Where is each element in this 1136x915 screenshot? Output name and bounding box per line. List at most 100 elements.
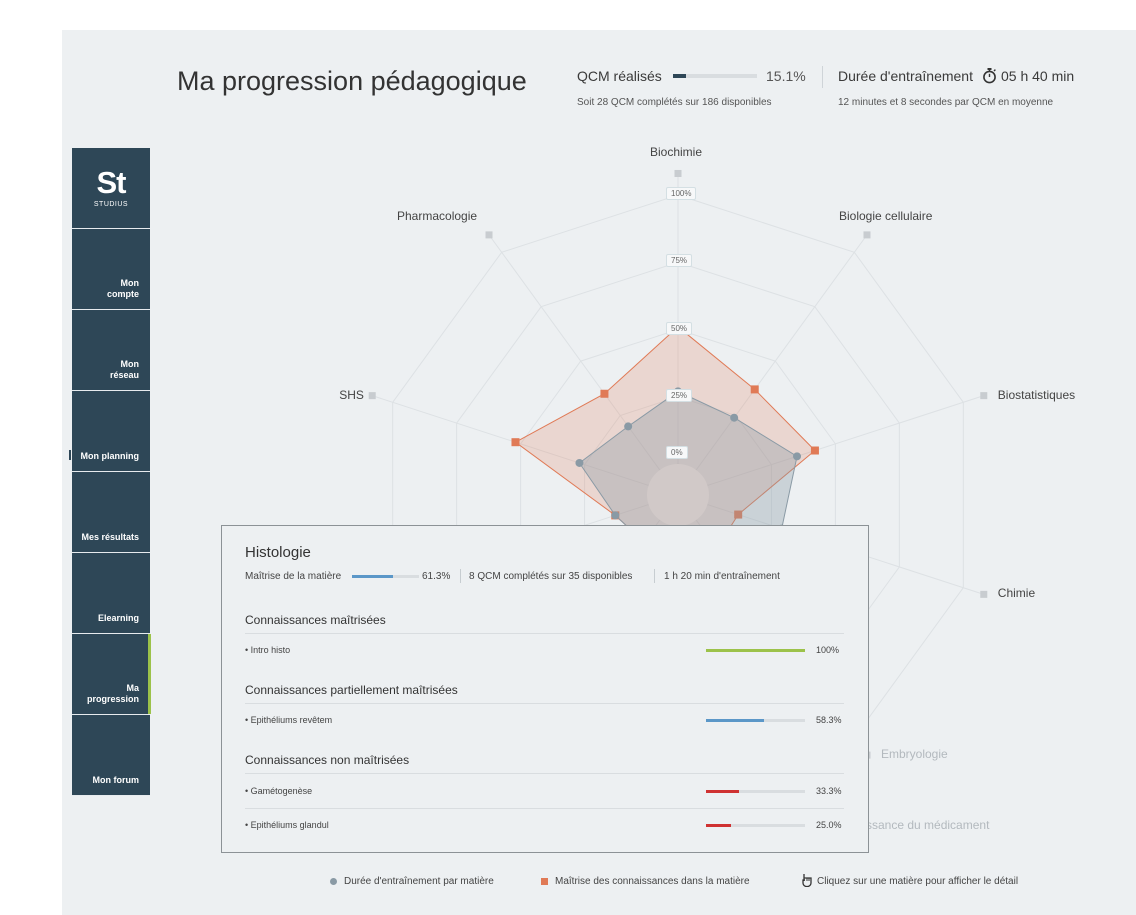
ring-label: 0% [666,446,688,459]
axis-label-biochimie[interactable]: Biochimie [650,145,703,160]
legend-label: Maîtrise des connaissances dans la matiè… [555,876,750,887]
bar-fill [706,719,764,722]
axis-marker [980,590,988,598]
knowledge-row-value: 58.3% [816,715,842,725]
sidebar-tick [69,450,71,460]
legend-label: Cliquez sur une matière pour afficher le… [817,876,1019,888]
sidebar-item-label: Mon forum [92,775,140,785]
sidebar: St STUDIUS Mon compte Mon réseau Mon pla… [69,148,151,796]
panel-title: Histologie [245,544,311,561]
meta-divider [654,569,655,583]
meta-divider [460,569,461,583]
ring-label: 50% [666,321,693,335]
axis-marker [674,169,682,177]
radar-spoke [695,234,868,471]
legend-dot-icon [330,877,337,885]
header-divider [822,66,823,88]
knowledge-row-value: 33.3% [816,786,842,796]
legend-hint: Cliquez sur une matière pour afficher le… [801,873,1018,890]
knowledge-row-bar [706,790,805,793]
radar-spoke [488,234,661,471]
duration-data-point [793,452,802,461]
ring-label: 100% [666,187,697,200]
duration-data-point [575,458,584,467]
sidebar-item-ma-progression[interactable]: Ma progression [72,634,151,715]
qcm-progress-bar [673,74,757,78]
mastery-data-point [511,438,520,447]
section-divider [245,633,844,634]
section-not-mastered-heading: Connaissances non maîtrisées [245,753,410,767]
radar-spoke [707,395,984,486]
sidebar-item-mon-compte[interactable]: Mon compte [72,229,150,310]
knowledge-row-label: • Intro histo [245,645,291,655]
sidebar-item-label: Mes résultats [81,532,139,542]
section-divider [245,703,844,704]
qcm-completed: 8 QCM complétés sur 35 disponibles [469,571,633,582]
axis-label-pharmacologie[interactable]: Pharmacologie [397,208,478,223]
axis-label-biostatistiques[interactable]: Biostatistiques [997,387,1076,402]
axis-marker [863,231,871,239]
axis-marker [368,392,376,400]
legend-mastery: Maîtrise des connaissances dans la matiè… [541,876,750,887]
duration-data-point [611,511,620,520]
ring-label: 25% [666,388,693,402]
bar-fill [706,649,805,652]
axis-label-biologie-cellulaire[interactable]: Biologie cellulaire [838,208,933,223]
sidebar-item-mon-forum[interactable]: Mon forum [72,715,150,796]
studius-logo[interactable]: St STUDIUS [72,148,150,229]
ring-label: 75% [666,254,693,268]
sidebar-item-label: Mon compte [106,278,139,299]
bar-fill [706,824,731,827]
radar-spoke [372,395,649,486]
logo-text: STUDIUS [93,201,129,208]
axis-label-initiation-la-connaissance-du-m-dicament[interactable]: ssance du médicament [866,818,990,832]
axis-marker [485,231,493,239]
knowledge-row-label: • Gamétogenèse [245,786,313,796]
legend-duration: Durée d'entraînement par matière [330,876,494,887]
section-divider [245,773,844,774]
mastery-value: 61.3% [422,571,451,582]
logo-mark: St [96,165,127,200]
bar-fill [706,790,739,793]
mastery-data-point [734,510,743,519]
knowledge-row-value: 25.0% [816,820,842,830]
knowledge-row-bar [706,649,805,652]
training-duration-label: Durée d'entraînement [838,68,973,84]
sidebar-item-mon-planning[interactable]: Mon planning [72,391,150,472]
knowledge-row-value: 100% [816,645,840,655]
qcm-progress-subtext: Soit 28 QCM complétés sur 186 disponible… [577,97,772,108]
mastery-data-point [810,446,819,455]
legend-square-icon [541,877,548,885]
axis-label-chimie[interactable]: Chimie [997,586,1036,601]
sidebar-item-label: Ma progression [86,683,139,704]
axis-label-shs[interactable]: SHS [339,387,364,402]
qcm-progress-value: 15.1% [766,68,806,84]
duration-data-point [624,422,633,431]
training-time: 1 h 20 min d'entraînement [664,571,780,582]
sidebar-item-elearning[interactable]: Elearning [72,553,150,634]
knowledge-row-label: • Epithéliums glandul [245,820,329,830]
section-mastered-heading: Connaissances maîtrisées [245,613,386,627]
sidebar-item-mon-reseau[interactable]: Mon réseau [72,310,150,391]
sidebar-item-label: Mon réseau [109,359,139,380]
mastery-data-point [750,385,759,394]
mastery-label: Maîtrise de la matière [245,571,342,582]
sidebar-item-mes-resultats[interactable]: Mes résultats [72,472,150,553]
knowledge-row-bar [706,719,805,722]
sidebar-item-label: Elearning [97,613,139,623]
knowledge-row-label: • Epithéliums revêtem [245,715,333,725]
section-partial-heading: Connaissances partiellement maîtrisées [245,683,458,697]
qcm-done-label: QCM réalisés [577,68,662,84]
radar-center [647,464,709,526]
sidebar-item-label: Mon planning [80,451,140,461]
stopwatch-icon [982,67,997,89]
hand-pointer-icon [801,873,812,890]
row-divider [245,808,844,809]
axis-marker [980,392,988,400]
axis-label-embryologie[interactable]: Embryologie [880,747,948,762]
mastery-data-point [600,389,609,398]
legend-label: Durée d'entraînement par matière [344,876,494,887]
mastery-progress-bar [352,575,419,578]
duration-data-point [730,413,739,422]
knowledge-row-bar [706,824,805,827]
